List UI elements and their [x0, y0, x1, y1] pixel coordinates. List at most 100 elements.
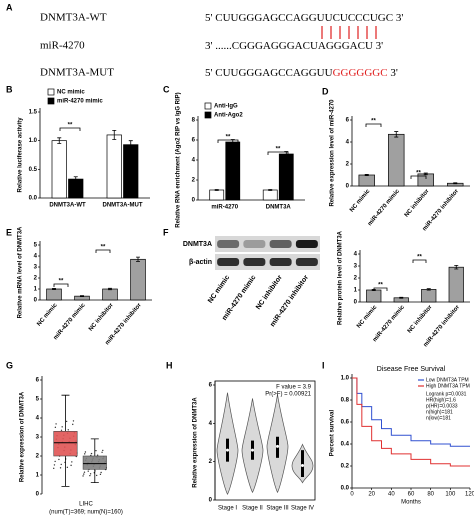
annotation: p(HR)=0.0033 — [426, 403, 458, 409]
error-bar — [80, 295, 84, 297]
sequence-name: miR-4270 — [40, 40, 85, 52]
y-tick-label: 0 — [209, 498, 213, 504]
y-tick-label: 3 — [34, 265, 38, 271]
bar — [366, 289, 382, 303]
y-tick-label: 1 — [34, 287, 38, 293]
y-tick-label: 2 — [192, 178, 196, 184]
blot-band — [295, 258, 318, 266]
legend-label: miR-4270 mimic — [57, 99, 103, 105]
significance: ** — [417, 255, 422, 261]
jitter-point — [99, 473, 102, 476]
box — [301, 450, 304, 477]
x-tick-label: NC inhibitor — [88, 302, 115, 333]
error-bar — [399, 296, 404, 299]
error-bar — [268, 189, 273, 191]
panel-label: G — [6, 360, 13, 370]
x-tick-label: LIHC — [79, 502, 93, 508]
jitter-point — [61, 426, 63, 428]
jitter-point — [54, 426, 57, 429]
y-tick-label: 0 — [34, 298, 38, 304]
panel-label: D — [322, 86, 329, 96]
box — [82, 455, 107, 470]
jitter-point — [55, 423, 57, 425]
median — [301, 464, 304, 467]
panel-label: B — [6, 84, 13, 94]
y-tick-label: 4 — [34, 254, 38, 260]
error-bar — [394, 131, 399, 138]
blot-band — [217, 258, 240, 266]
median — [276, 444, 279, 448]
jitter-point — [60, 463, 62, 466]
error-bar — [214, 189, 219, 191]
y-tick-label: 3 — [36, 435, 40, 441]
significance: ** — [371, 119, 376, 125]
panel-label: H — [166, 360, 173, 370]
y-axis-label: Relative luciferase activity — [18, 117, 24, 193]
error-bar — [57, 137, 62, 144]
y-tick-label: 2 — [346, 162, 350, 168]
y-tick-label: 0.4 — [341, 442, 350, 448]
x-tick-label: 100 — [445, 492, 456, 498]
y-axis-label: Percent survival — [330, 409, 336, 456]
y-tick-label: 1 — [36, 473, 40, 479]
bar — [46, 288, 62, 301]
jitter-point — [89, 474, 91, 477]
y-tick-label: 6 — [192, 138, 196, 144]
jitter-point — [87, 470, 89, 472]
box — [53, 430, 78, 457]
blot-band — [269, 258, 292, 266]
sequence-name: DNMT3A-WT — [40, 12, 107, 24]
blot-lane-label: NC inhibitor — [255, 274, 284, 311]
significance-bracket — [53, 283, 69, 287]
median — [251, 448, 254, 452]
jitter-point — [84, 451, 87, 453]
sequence-part: 3' — [388, 67, 398, 79]
annotation: F value = 3.9 — [276, 385, 312, 391]
sequence-part: 5' CUUGGGAGCCAGGUUCUCCCUGC 3' — [205, 12, 403, 24]
x-tick-label: NC inhibitor — [404, 188, 431, 219]
jitter-point — [67, 429, 69, 431]
y-tick-label: 4 — [36, 416, 40, 422]
bar — [106, 134, 122, 199]
x-tick-label: 80 — [427, 492, 434, 498]
x-tick-label: 60 — [408, 492, 415, 498]
jitter-point — [90, 452, 93, 455]
jitter-point — [83, 471, 86, 473]
jitter-point — [53, 467, 55, 470]
x-tick-label: miR-4270 — [211, 205, 238, 211]
significance-bracket — [410, 175, 427, 179]
y-tick-label: 3 — [354, 264, 358, 270]
panel-label: A — [6, 2, 13, 12]
x-tick-label: DNMT3A — [266, 205, 292, 211]
error-bar — [52, 287, 56, 291]
bar — [388, 133, 405, 187]
whisker — [90, 438, 99, 483]
subtitle: (num(T)=369; num(N)=160) — [49, 510, 123, 516]
jitter-point — [82, 475, 84, 477]
y-tick-label: 0 — [192, 198, 196, 204]
y-tick-label: 6 — [209, 383, 213, 389]
jitter-point — [66, 466, 69, 469]
jitter-point — [60, 429, 63, 432]
legend-label: Low DNMT3A TPM — [426, 377, 469, 383]
sequence-part: GGGGGGC — [333, 67, 388, 79]
jitter-point — [101, 451, 103, 453]
annotation: n(low)=181 — [426, 415, 451, 421]
jitter-point — [95, 474, 98, 477]
bar — [262, 189, 278, 201]
panel-label: I — [322, 360, 325, 370]
jitter-point — [100, 471, 102, 474]
legend-swatch — [204, 111, 212, 119]
panel-label: C — [163, 84, 170, 94]
x-tick-label: NC mimic — [36, 302, 59, 328]
bar — [448, 266, 464, 303]
significance-bracket — [59, 127, 81, 131]
survival-line — [352, 377, 470, 467]
y-tick-label: 0.2 — [341, 464, 350, 470]
blot-row-label: β-actin — [189, 259, 212, 266]
y-tick-label: 0 — [354, 300, 358, 306]
error-bar — [108, 287, 112, 291]
x-tick-label: 40 — [388, 492, 395, 498]
x-tick-label: NC mimic — [349, 188, 372, 214]
sequence: 5' CUUGGGAGCCAGGUUGGGGGGC 3' — [205, 67, 398, 79]
